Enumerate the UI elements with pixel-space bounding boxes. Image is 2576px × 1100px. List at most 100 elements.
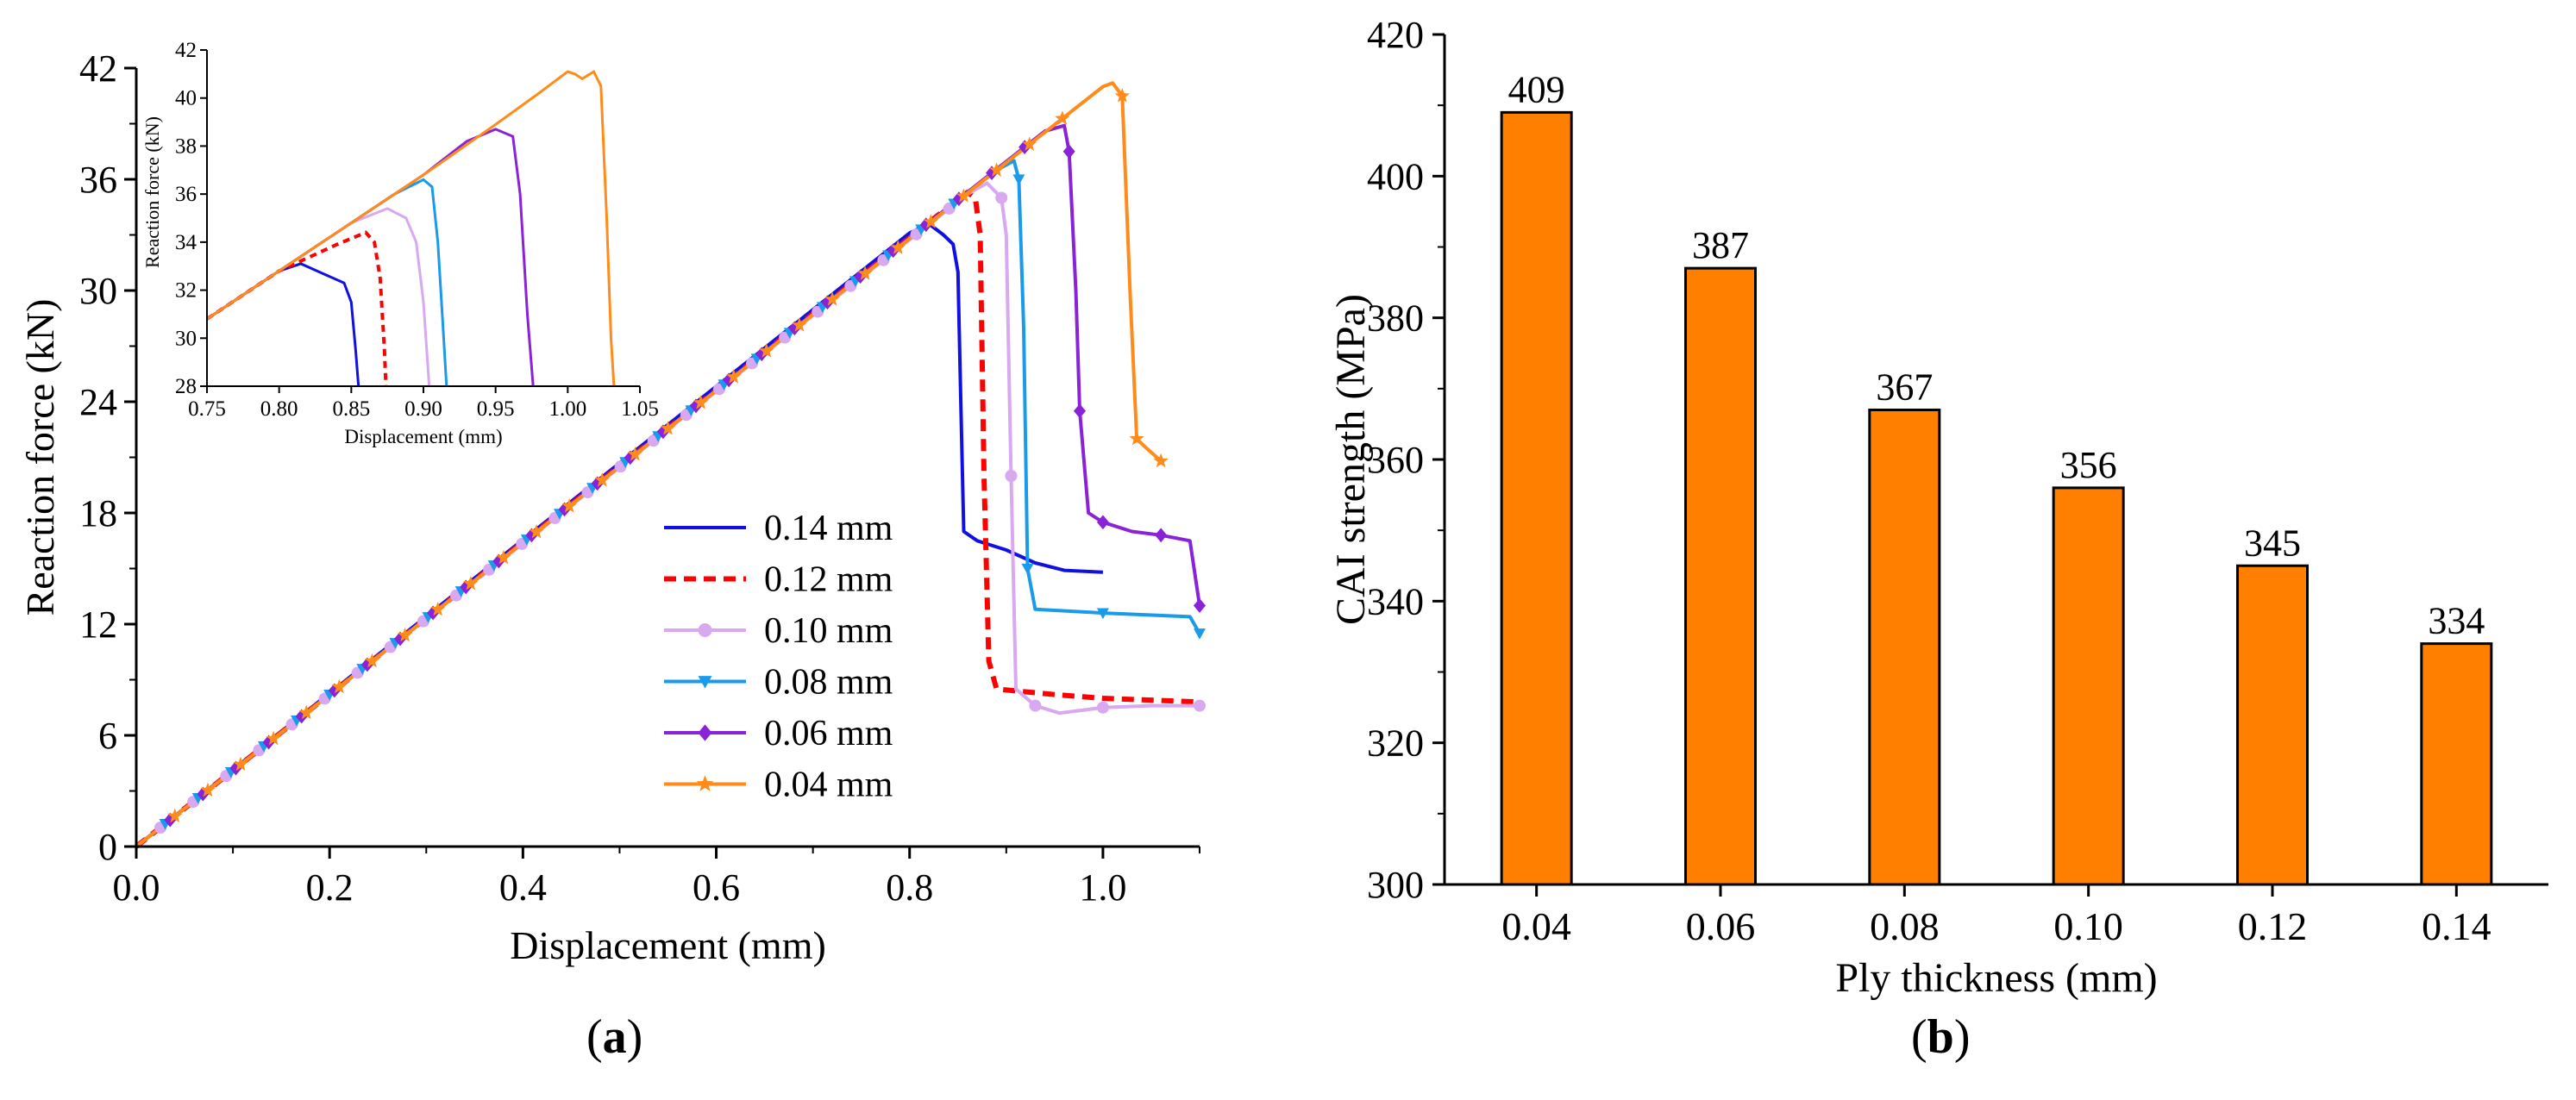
series-marker-5 <box>824 291 840 306</box>
series-marker-5 <box>693 395 709 409</box>
series-marker-4 <box>1194 598 1206 613</box>
bar-0.06 <box>1684 266 1757 886</box>
series-line-5 <box>135 81 1163 848</box>
series-marker-5 <box>1055 110 1070 125</box>
legend-marker-3 <box>698 676 712 689</box>
series-marker-5 <box>1114 88 1130 103</box>
x-tick-label-b: 0.06 <box>1686 904 1756 948</box>
inset-background <box>207 50 640 386</box>
series-marker-5 <box>167 808 183 823</box>
inset-x-tick-label: 0.95 <box>477 397 515 421</box>
series-marker-5 <box>890 240 906 254</box>
series-marker-5 <box>266 730 281 746</box>
bar-0.14 <box>2420 642 2493 886</box>
bar-0.12 <box>2236 564 2309 886</box>
series-marker-5 <box>298 704 314 720</box>
y-tick-label-b: 360 <box>1367 439 1424 481</box>
y-tick-label-a: 36 <box>79 159 117 201</box>
series-marker-5 <box>331 678 348 694</box>
inset-y-tick-label: 42 <box>175 39 197 62</box>
series-marker-5 <box>1129 430 1144 446</box>
bar-0.04 <box>1500 110 1573 886</box>
bar-0.10 <box>2052 486 2125 886</box>
series-marker-4 <box>1096 515 1109 530</box>
series-line-2 <box>135 181 1200 848</box>
legend-marker-2 <box>698 623 712 637</box>
series-marker-4 <box>1062 144 1075 159</box>
inset-x-tick-label: 0.75 <box>188 397 226 421</box>
series-marker-5 <box>988 162 1005 177</box>
bar-value-label: 334 <box>2428 600 2485 642</box>
series-marker-5 <box>233 756 248 772</box>
y-tick-label-b: 300 <box>1367 864 1424 906</box>
x-tick-label-a: 0.6 <box>693 866 740 909</box>
series-marker-5 <box>956 188 972 203</box>
inset-series-line-1 <box>205 230 388 387</box>
y-tick-label-b: 340 <box>1367 580 1424 622</box>
series-marker-5 <box>364 653 380 668</box>
series-marker-5 <box>561 497 577 513</box>
bar-0.08 <box>1868 408 1941 886</box>
series-marker-5 <box>857 266 873 280</box>
inset-y-tick-label: 28 <box>175 375 197 398</box>
inset-y-tick-label: 36 <box>175 183 197 206</box>
inset-y-axis-label: Reaction force (kN) <box>141 116 163 268</box>
x-tick-label-b: 0.12 <box>2238 904 2308 948</box>
caption-a: (a) <box>586 1010 643 1064</box>
series-marker-5 <box>496 549 511 565</box>
y-tick-label-a: 42 <box>79 47 117 90</box>
x-axis-label-b: Ply thickness (mm) <box>1835 955 2157 1001</box>
series-marker-3 <box>1194 628 1206 640</box>
series-marker-5 <box>200 782 216 797</box>
series-marker-5 <box>792 317 807 332</box>
legend-label-3: 0.08 mm <box>764 663 893 703</box>
series-marker-5 <box>463 575 479 591</box>
x-axis-label-a: Displacement (mm) <box>510 923 826 967</box>
series-marker-5 <box>759 343 774 358</box>
inset-y-tick-label: 30 <box>175 327 197 350</box>
y-tick-label-a: 6 <box>98 715 117 757</box>
series-marker-5 <box>726 369 742 384</box>
series-marker-5 <box>923 214 939 228</box>
series-marker-5 <box>397 627 413 642</box>
bar-value-label: 387 <box>1692 224 1749 266</box>
series-marker-5 <box>1022 136 1037 151</box>
x-tick-label-b: 0.14 <box>2422 904 2491 948</box>
series-marker-5 <box>660 421 676 435</box>
series-marker-4 <box>821 295 834 310</box>
caption-b: (b) <box>1911 1010 1971 1064</box>
x-tick-label-a: 0.4 <box>499 866 547 909</box>
x-tick-label-a: 0.8 <box>886 866 933 909</box>
series-marker-4 <box>919 217 932 233</box>
y-tick-label-a: 24 <box>79 381 117 423</box>
y-axis-label-a: Reaction force (kN) <box>18 299 62 616</box>
series-marker-3 <box>1096 608 1109 620</box>
series-marker-5 <box>627 447 643 461</box>
y-tick-label-a: 18 <box>79 492 117 534</box>
inset-y-tick-label: 40 <box>175 87 197 110</box>
inset-series-line-5 <box>206 69 616 387</box>
legend-label-5: 0.04 mm <box>764 766 893 805</box>
x-tick-label-b: 0.08 <box>1870 904 1940 948</box>
y-tick-label-b: 320 <box>1367 722 1424 765</box>
bar-value-label: 409 <box>1508 68 1565 110</box>
series-marker-2 <box>1005 470 1018 482</box>
x-tick-label-b: 0.10 <box>2053 904 2123 948</box>
y-tick-label-a: 12 <box>79 603 117 646</box>
y-tick-label-b: 400 <box>1367 155 1424 197</box>
y-tick-label-b: 380 <box>1367 297 1424 340</box>
series-marker-4 <box>1074 403 1087 419</box>
x-tick-label-a: 1.0 <box>1079 866 1126 909</box>
inset-x-tick-label: 0.80 <box>260 397 298 421</box>
legend-label-1: 0.12 mm <box>764 560 893 600</box>
series-marker-4 <box>952 191 965 207</box>
series-marker-3 <box>1021 563 1034 575</box>
bar-value-label: 345 <box>2244 522 2301 564</box>
legend-label-2: 0.10 mm <box>764 611 893 651</box>
series-marker-4 <box>723 372 736 388</box>
y-tick-label-a: 30 <box>79 270 117 312</box>
inset-x-axis-label: Displacement (mm) <box>344 426 502 447</box>
x-tick-label-a: 0.0 <box>113 866 160 909</box>
inset-x-tick-label: 1.05 <box>621 397 659 421</box>
